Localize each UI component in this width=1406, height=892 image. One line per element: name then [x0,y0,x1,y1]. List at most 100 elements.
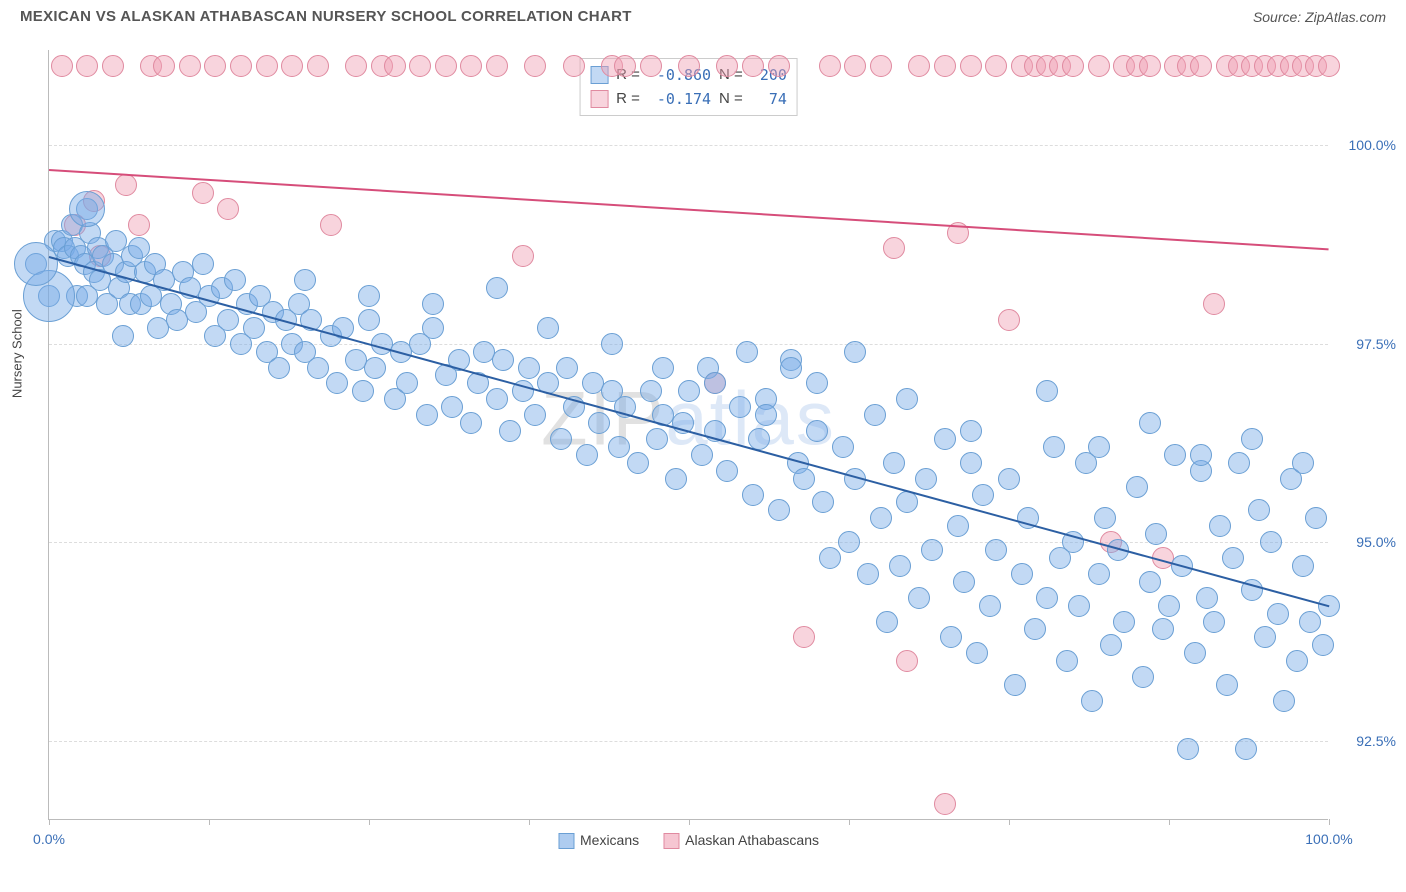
data-point [614,55,636,77]
data-point [1222,547,1244,569]
data-point [652,357,674,379]
y-tick-label: 95.0% [1356,534,1396,550]
data-point [627,452,649,474]
data-point [896,650,918,672]
data-point [518,357,540,379]
data-point [646,428,668,450]
x-tick [369,819,370,825]
data-point [384,55,406,77]
data-point [768,499,790,521]
data-point [576,444,598,466]
gridline [49,145,1328,146]
data-point [1043,436,1065,458]
chart-source: Source: ZipAtlas.com [1253,9,1386,25]
y-tick-label: 97.5% [1356,336,1396,352]
data-point [736,341,758,363]
data-point [230,55,252,77]
data-point [1139,412,1161,434]
data-point [1011,563,1033,585]
data-point [1056,650,1078,672]
data-point [1216,674,1238,696]
data-point [608,436,630,458]
data-point [678,380,700,402]
data-point [1036,587,1058,609]
data-point [358,309,380,331]
data-point [844,55,866,77]
data-point [1248,499,1270,521]
data-point [812,491,834,513]
data-point [640,55,662,77]
data-point [563,55,585,77]
data-point [896,388,918,410]
data-point [192,182,214,204]
data-point [281,55,303,77]
data-point [960,452,982,474]
data-point [1088,563,1110,585]
data-point [422,293,444,315]
data-point [1260,531,1282,553]
chart-header: MEXICAN VS ALASKAN ATHABASCAN NURSERY SC… [0,0,1406,29]
data-point [320,214,342,236]
x-tick [49,819,50,825]
data-point [1024,618,1046,640]
data-point [460,412,482,434]
series-legend: MexicansAlaskan Athabascans [558,832,819,849]
data-point [1273,690,1295,712]
data-point [1190,444,1212,466]
data-point [153,55,175,77]
data-point [307,55,329,77]
data-point [204,55,226,77]
data-point [889,555,911,577]
data-point [819,547,841,569]
x-tick [209,819,210,825]
data-point [1292,452,1314,474]
data-point [396,372,418,394]
data-point [1312,634,1334,656]
data-point [435,55,457,77]
data-point [1241,428,1263,450]
data-point [934,793,956,815]
data-point [76,55,98,77]
data-point [768,55,790,77]
data-point [972,484,994,506]
data-point [192,253,214,275]
legend-item: Mexicans [558,832,639,849]
data-point [486,388,508,410]
data-point [460,55,482,77]
data-point [486,55,508,77]
data-point [1094,507,1116,529]
data-point [1088,436,1110,458]
data-point [409,55,431,77]
data-point [934,428,956,450]
trend-line [49,169,1329,250]
data-point [1139,571,1161,593]
data-point [716,55,738,77]
data-point [1164,444,1186,466]
x-tick-label: 0.0% [33,831,65,847]
data-point [588,412,610,434]
data-point [691,444,713,466]
data-point [1036,380,1058,402]
data-point [524,404,546,426]
data-point [1254,626,1276,648]
x-tick [1009,819,1010,825]
data-point [960,420,982,442]
data-point [441,396,463,418]
data-point [876,611,898,633]
gridline [49,542,1328,543]
data-point [742,484,764,506]
data-point [832,436,854,458]
data-point [806,372,828,394]
data-point [179,55,201,77]
data-point [1113,611,1135,633]
data-point [326,372,348,394]
data-point [345,55,367,77]
data-point [112,325,134,347]
trend-line [49,256,1330,607]
data-point [224,269,246,291]
data-point [217,309,239,331]
data-point [678,55,700,77]
data-point [947,515,969,537]
data-point [128,214,150,236]
data-point [1126,476,1148,498]
